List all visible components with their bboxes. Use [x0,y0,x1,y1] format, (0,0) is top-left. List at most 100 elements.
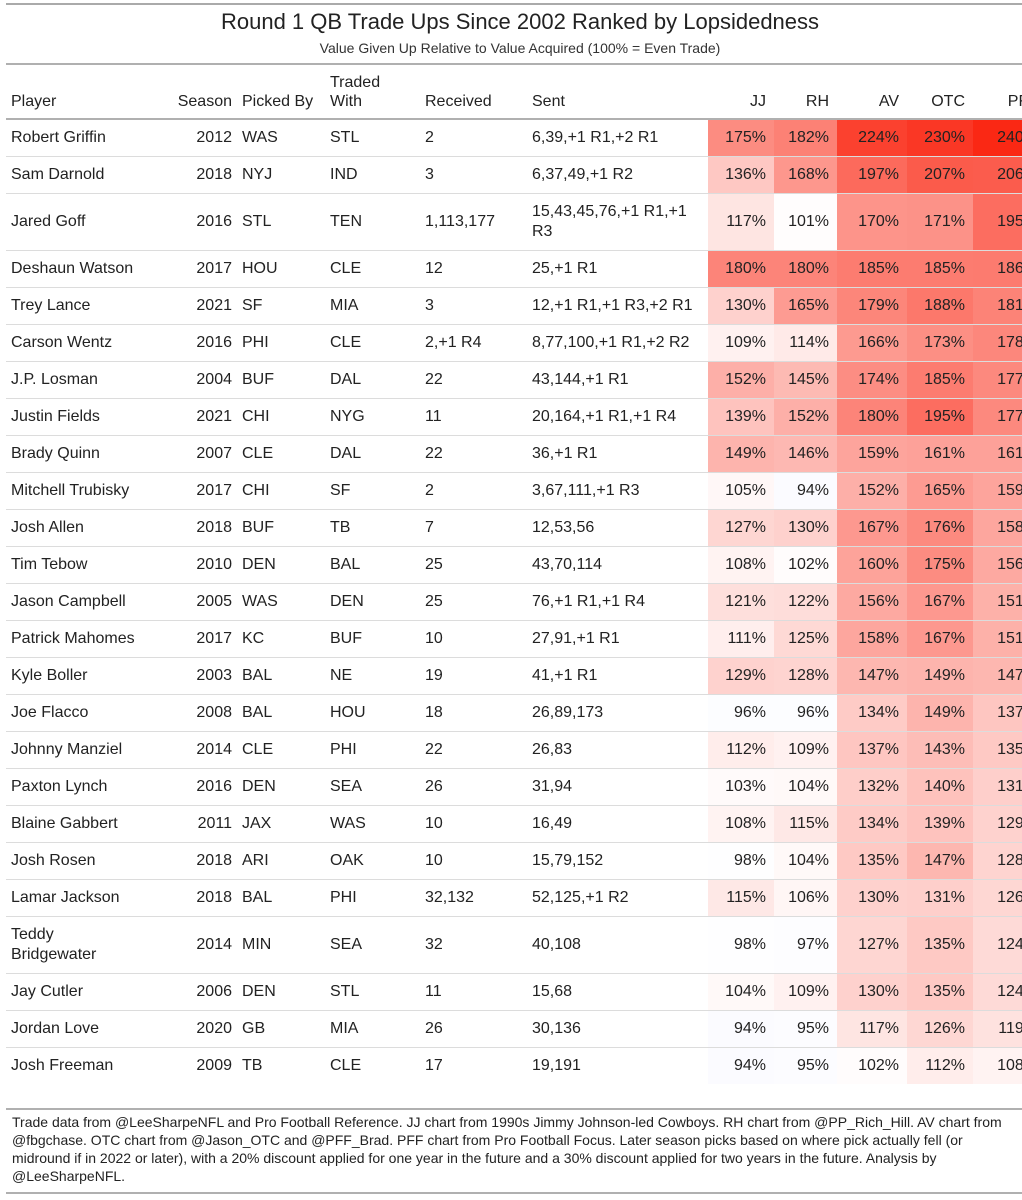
table-row: Patrick Mahomes 2017 KC BUF 10 27,91,+1 … [6,620,1022,657]
trade-table: Player Season Picked By Traded With Rece… [6,63,1022,1084]
player-cell: J.P. Losman [11,370,98,388]
av-cell: 152% [837,472,907,509]
sent-cell: 25,+1 R1 [532,259,598,277]
sent-cell: 20,164,+1 R1,+1 R4 [532,407,677,425]
picked-by-cell: HOU [242,259,278,277]
sent-cell: 43,144,+1 R1 [532,370,629,388]
player-cell: Teddy Bridgewater [11,925,97,963]
player-cell: Lamar Jackson [11,888,120,906]
picked-by-cell: TB [242,1056,263,1074]
pff-cell: 147% [973,657,1022,694]
av-cell: 224% [837,119,907,156]
pff-cell: 124% [973,916,1022,973]
season-cell: 2021 [196,296,232,314]
traded-with-cell: MIA [330,1019,359,1037]
received-cell: 1,113,177 [425,212,495,230]
player-cell: Joe Flacco [11,703,89,721]
sent-cell: 6,37,49,+1 R2 [532,165,633,183]
otc-cell: 173% [907,324,973,361]
top-rule [6,3,1022,5]
picked-by-cell: CLE [242,444,274,462]
season-cell: 2014 [196,740,232,758]
traded-with-cell: NYG [330,407,365,425]
picked-by-cell: MIN [242,935,272,953]
jj-cell: 149% [708,435,774,472]
av-cell: 137% [837,731,907,768]
pff-cell: 177% [973,361,1022,398]
season-cell: 2018 [196,165,232,183]
received-cell: 2,+1 R4 [425,333,482,351]
rh-cell: 106% [774,879,837,916]
table-row: Johnny Manziel 2014 CLE PHI 22 26,83 112… [6,731,1022,768]
table-row: Paxton Lynch 2016 DEN SEA 26 31,94 103% … [6,768,1022,805]
season-cell: 2005 [196,592,232,610]
pff-cell: 158% [973,509,1022,546]
sent-cell: 19,191 [532,1056,581,1074]
otc-cell: 135% [907,973,973,1010]
received-cell: 2 [425,128,434,146]
season-cell: 2014 [196,935,232,953]
jj-cell: 121% [708,583,774,620]
received-cell: 25 [425,555,443,573]
otc-cell: 126% [907,1010,973,1047]
rh-cell: 97% [774,916,837,973]
player-cell: Trey Lance [11,296,91,314]
pff-cell: 186% [973,250,1022,287]
otc-cell: 175% [907,546,973,583]
jj-cell: 108% [708,805,774,842]
received-cell: 22 [425,740,443,758]
player-cell: Deshaun Watson [11,259,134,277]
jj-cell: 130% [708,287,774,324]
otc-cell: 167% [907,620,973,657]
otc-cell: 143% [907,731,973,768]
col-rh: RH [805,93,829,110]
av-cell: 130% [837,879,907,916]
season-cell: 2016 [196,212,232,230]
col-player: Player [11,93,57,110]
otc-cell: 167% [907,583,973,620]
pff-cell: 206% [973,156,1022,193]
picked-by-cell: DEN [242,555,276,573]
received-cell: 3 [425,165,434,183]
season-cell: 2006 [196,982,232,1000]
av-cell: 147% [837,657,907,694]
col-received: Received [425,93,492,110]
otc-cell: 139% [907,805,973,842]
pff-cell: 128% [973,842,1022,879]
pff-cell: 178% [973,324,1022,361]
traded-with-cell: CLE [330,1056,362,1074]
table-row: Teddy Bridgewater 2014 MIN SEA 32 40,108… [6,916,1022,973]
player-cell: Sam Darnold [11,165,105,183]
otc-cell: 176% [907,509,973,546]
traded-with-cell: OAK [330,851,364,869]
season-cell: 2020 [196,1019,232,1037]
pff-cell: 135% [973,731,1022,768]
av-cell: 117% [837,1010,907,1047]
otc-cell: 149% [907,657,973,694]
picked-by-cell: STL [242,212,272,230]
rh-cell: 168% [774,156,837,193]
player-cell: Tim Tebow [11,555,88,573]
table-subtitle: Value Given Up Relative to Value Acquire… [319,40,721,56]
av-cell: 160% [837,546,907,583]
rh-cell: 125% [774,620,837,657]
rh-cell: 95% [774,1010,837,1047]
av-cell: 179% [837,287,907,324]
season-cell: 2010 [196,555,232,573]
season-cell: 2017 [196,481,232,499]
picked-by-cell: CHI [242,407,270,425]
sent-cell: 30,136 [532,1019,581,1037]
traded-with-cell: CLE [330,333,362,351]
player-cell: Jason Campbell [11,592,126,610]
season-cell: 2016 [196,333,232,351]
jj-cell: 105% [708,472,774,509]
received-cell: 11 [425,982,442,1000]
jj-cell: 104% [708,973,774,1010]
table-container: Player Season Picked By Traded With Rece… [6,63,1022,1108]
picked-by-cell: BAL [242,703,273,721]
player-cell: Kyle Boller [11,666,88,684]
season-cell: 2003 [196,666,232,684]
received-cell: 12 [425,259,443,277]
av-cell: 156% [837,583,907,620]
received-cell: 10 [425,629,443,647]
